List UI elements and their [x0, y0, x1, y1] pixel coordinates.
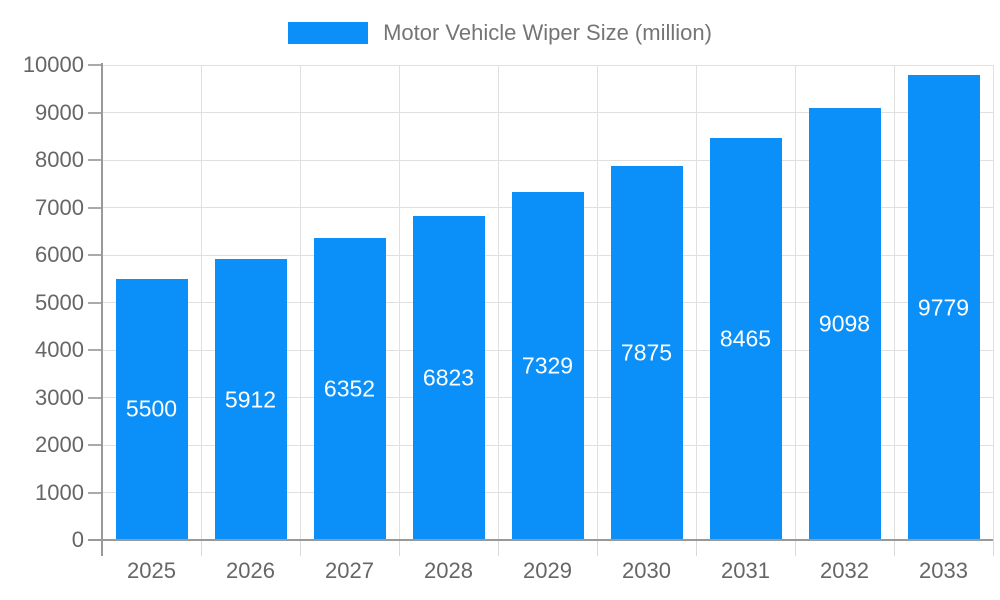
y-axis-tick-label: 5000: [35, 289, 84, 315]
y-axis-tick: [88, 159, 102, 161]
y-axis-tick-label: 7000: [35, 194, 84, 220]
x-axis-tick: [497, 540, 499, 556]
y-axis-tick-label: 4000: [35, 337, 84, 362]
y-axis-tick: [88, 396, 102, 399]
x-axis-tick: [299, 540, 301, 556]
bar[interactable]: 9779: [907, 75, 980, 540]
x-axis-tick: [596, 540, 598, 556]
gridline-vertical: [398, 65, 400, 540]
y-axis-tick-label: 3000: [35, 384, 84, 410]
y-axis-tick: [88, 444, 102, 446]
x-axis-category-label: 2032: [820, 558, 869, 583]
y-axis-tick-label: 1000: [35, 479, 84, 505]
y-axis-line: [101, 63, 103, 556]
x-axis-category-label: 2027: [325, 558, 374, 583]
y-axis-tick-label: 0: [71, 527, 84, 552]
x-axis-tick: [695, 540, 697, 556]
x-axis-tick: [893, 540, 895, 556]
x-axis-tick: [794, 540, 796, 556]
y-axis-tick-label: 10000: [22, 52, 84, 77]
bar-value-label: 9779: [917, 294, 970, 321]
y-axis-tick-label: 6000: [35, 242, 84, 267]
bar-value-label: 6352: [323, 375, 376, 402]
x-axis-line: [88, 539, 993, 541]
y-axis-tick: [88, 111, 102, 114]
gridline-horizontal: [102, 64, 993, 66]
y-axis-tick: [88, 491, 102, 494]
bar[interactable]: 9098: [808, 107, 881, 540]
gridline-horizontal: [102, 159, 993, 161]
gridline-vertical: [992, 65, 994, 540]
chart-legend: Motor Vehicle Wiper Size (million): [0, 21, 1000, 45]
bar-value-label: 9098: [818, 310, 871, 337]
x-axis-category-label: 2031: [721, 558, 770, 583]
bar-value-label: 6823: [422, 364, 475, 391]
y-axis-tick: [88, 301, 102, 304]
x-axis-category-label: 2030: [622, 558, 671, 583]
bar-value-label: 7329: [521, 352, 574, 379]
x-axis-category-label: 2033: [919, 558, 968, 583]
x-axis-category-label: 2028: [424, 558, 473, 583]
bar-value-label: 5912: [224, 386, 277, 413]
plot-area: 0 1000 2000 3000 4000 5000 6000 7000 8000 9000 100…: [23, 53, 994, 583]
gridline-vertical: [794, 65, 796, 540]
x-axis-category-label: 2026: [226, 558, 275, 583]
x-axis-category-label: 2025: [127, 558, 176, 583]
gridline-horizontal: [102, 112, 993, 113]
legend-color-swatch: [288, 22, 369, 44]
y-axis-tick-label: 2000: [35, 432, 84, 457]
x-axis-tick: [992, 540, 994, 556]
legend-item[interactable]: Motor Vehicle Wiper Size (million): [288, 21, 712, 45]
legend-series-label: Motor Vehicle Wiper Size (million): [383, 20, 712, 45]
y-axis-tick: [88, 349, 102, 351]
gridline-vertical: [299, 65, 301, 540]
bar-value-label: 5500: [125, 395, 178, 422]
bar[interactable]: 5912: [214, 259, 287, 540]
bar[interactable]: 6823: [412, 215, 485, 540]
bar[interactable]: 7875: [610, 165, 683, 540]
bar-value-label: 8465: [719, 325, 772, 352]
y-axis-tick: [88, 64, 102, 66]
y-axis-tick-label: 8000: [35, 147, 84, 172]
x-axis-tick: [200, 540, 202, 556]
bar-value-label: 7875: [620, 339, 673, 366]
y-axis-tick-label: 9000: [35, 99, 84, 125]
x-axis-category-label: 2029: [523, 558, 572, 583]
y-axis-tick: [88, 206, 102, 209]
bar[interactable]: 5500: [115, 278, 188, 540]
gridline-vertical: [893, 65, 895, 540]
bar[interactable]: 8465: [709, 137, 782, 540]
gridline-vertical: [200, 65, 202, 540]
bar[interactable]: 7329: [511, 191, 584, 540]
gridline-vertical: [695, 65, 697, 540]
gridline-vertical: [497, 65, 499, 540]
bar[interactable]: 6352: [313, 238, 386, 540]
x-axis-tick: [398, 540, 400, 556]
gridline-vertical: [596, 65, 598, 540]
y-axis-tick: [88, 254, 102, 256]
